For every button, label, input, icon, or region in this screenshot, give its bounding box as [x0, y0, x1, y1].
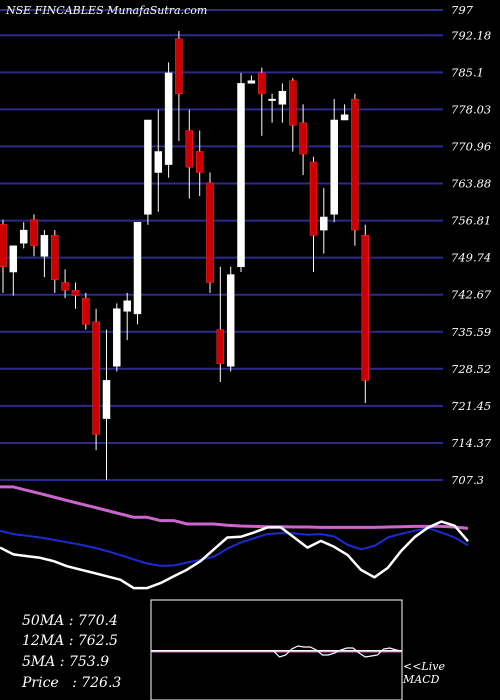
- candle: [258, 67, 266, 136]
- candle: [216, 266, 225, 382]
- stat-50ma: 50MA : 770.4: [22, 613, 118, 629]
- candle: [0, 219, 7, 293]
- candle: [226, 266, 235, 372]
- ma5-line: [0, 520, 469, 590]
- macd-panel: [150, 599, 403, 700]
- candle: [340, 104, 349, 121]
- ma50-line: [0, 485, 469, 530]
- candle: [361, 224, 370, 403]
- candle: [164, 62, 173, 178]
- candle: [175, 31, 183, 141]
- macd-label: <<Live MACD: [403, 660, 445, 686]
- y-tick-label: 778.03: [451, 102, 491, 116]
- candle: [320, 188, 328, 254]
- y-tick-label: 707.3: [451, 473, 484, 487]
- y-tick-label: 756.81: [451, 214, 491, 228]
- candle: [299, 104, 307, 176]
- candle: [154, 109, 163, 212]
- candle: [206, 172, 214, 293]
- candle: [133, 221, 142, 325]
- candle: [71, 282, 80, 309]
- y-tick-label: 763.88: [451, 177, 491, 191]
- candle: [185, 109, 194, 199]
- y-tick-label: 797: [451, 3, 474, 17]
- candle: [102, 329, 111, 480]
- stat-price: Price : 726.3: [22, 675, 122, 691]
- candle: [144, 119, 152, 225]
- candle: [278, 83, 287, 123]
- moving-average-panel: [0, 485, 469, 590]
- candle: [9, 245, 18, 296]
- candle: [247, 75, 256, 84]
- candle: [51, 230, 59, 293]
- y-tick-label: 785.1: [451, 65, 484, 79]
- candle: [40, 230, 49, 278]
- candle: [289, 78, 297, 152]
- candle: [237, 72, 245, 272]
- candle: [30, 214, 38, 257]
- candle: [330, 99, 338, 223]
- candle: [19, 222, 28, 249]
- candle: [123, 292, 131, 341]
- y-tick-label: 721.45: [451, 399, 491, 413]
- candle: [61, 269, 69, 299]
- y-axis-ticks: 797 792.18 785.1 778.03 770.96 763.88 756.81 74…: [451, 3, 492, 487]
- y-tick-label: 792.18: [451, 28, 491, 42]
- candle: [82, 292, 90, 330]
- candle: [351, 93, 359, 246]
- candle: [92, 308, 100, 451]
- macd-histogram: [151, 645, 403, 658]
- y-tick-label: 742.67: [451, 288, 492, 302]
- y-tick-label: 714.37: [451, 436, 492, 450]
- stat-5ma: 5MA : 753.9: [22, 654, 110, 670]
- y-tick-label: 749.74: [451, 251, 491, 265]
- candle: [309, 156, 318, 272]
- candle: [268, 93, 276, 123]
- candle: [113, 303, 121, 372]
- ma12-line: [0, 527, 469, 567]
- y-tick-label: 735.59: [451, 325, 491, 339]
- candlesticks: [0, 31, 370, 480]
- grid-lines: [0, 9, 443, 481]
- chart-title: NSE FINCABLES MunafaSutra.com: [5, 4, 207, 17]
- y-tick-label: 770.96: [451, 139, 491, 153]
- stat-12ma: 12MA : 762.5: [22, 633, 118, 649]
- candle: [195, 130, 204, 196]
- y-tick-label: 728.52: [451, 362, 491, 376]
